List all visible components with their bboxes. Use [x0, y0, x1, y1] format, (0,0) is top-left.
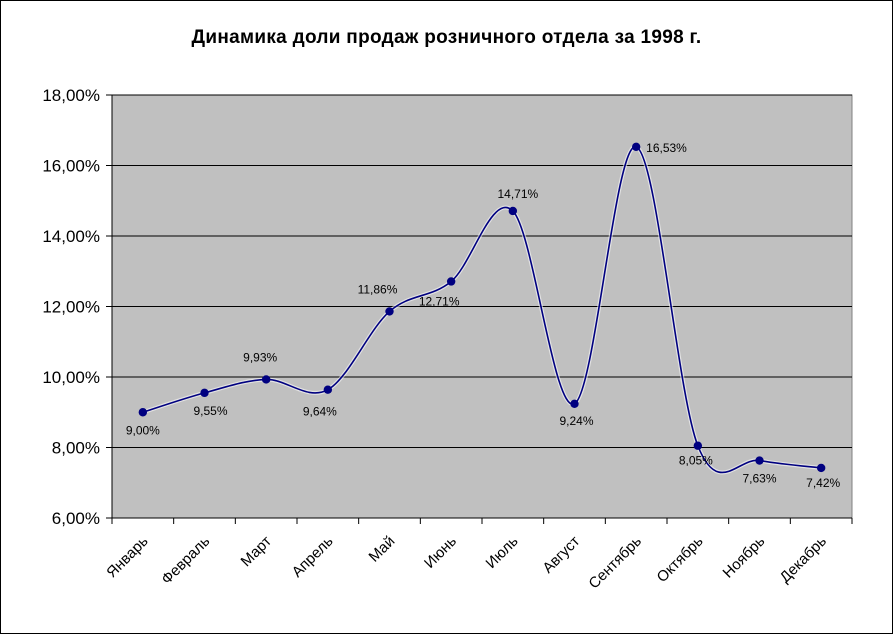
data-label: 9,24%	[559, 414, 593, 428]
y-tick-label: 8,00%	[52, 439, 100, 458]
x-tick-label: Сентябрь	[585, 533, 645, 593]
data-label: 9,93%	[243, 350, 277, 364]
data-labels-group: 9,00% 9,55% 9,93% 9,64% 11,86% 12,71% 14,71% 9,…	[126, 141, 841, 490]
y-tick-label: 14,00%	[42, 227, 100, 246]
data-point	[631, 142, 641, 152]
x-tick-label: Ноябрь	[720, 533, 769, 582]
y-tick-labels-group: 6,00% 8,00% 10,00% 12,00% 14,00% 16,00% 18,00%	[42, 86, 100, 528]
data-point	[816, 463, 826, 473]
data-point	[385, 307, 394, 316]
data-label: 14,71%	[497, 187, 538, 201]
data-point	[755, 456, 764, 465]
data-point	[570, 399, 579, 408]
y-tick-label: 10,00%	[42, 368, 100, 387]
y-tick-label: 18,00%	[42, 86, 100, 105]
x-tick-label: Август	[539, 533, 583, 577]
x-tick-label: Февраль	[158, 533, 213, 588]
data-label: 16,53%	[646, 141, 687, 155]
x-tick-labels-group: Январь Февраль Март Апрель Май Июнь Июль Август…	[103, 533, 830, 593]
axes-group	[106, 94, 853, 524]
y-tick-label: 6,00%	[52, 509, 100, 528]
x-tick-label: Апрель	[289, 533, 337, 581]
data-point	[508, 206, 518, 216]
data-label: 9,55%	[193, 404, 227, 418]
x-tick-label: Октябрь	[654, 533, 707, 586]
gridlines-group	[112, 94, 852, 448]
data-point	[200, 388, 209, 398]
data-label: 7,63%	[742, 472, 776, 486]
data-label: 11,86%	[358, 282, 398, 296]
x-tick-label: Июль	[483, 533, 522, 572]
y-tick-label: 12,00%	[42, 298, 100, 317]
data-point	[693, 441, 703, 450]
x-tick-label: Июнь	[421, 533, 460, 572]
data-label: 8,05%	[679, 454, 713, 468]
data-label: 7,42%	[806, 476, 840, 490]
data-label: 9,64%	[303, 405, 337, 419]
data-point	[446, 277, 456, 286]
x-tick-label: Март	[238, 533, 275, 570]
y-tick-label: 16,00%	[42, 157, 100, 176]
chart-title: Динамика доли продаж розничного отдела з…	[191, 27, 702, 48]
data-point	[138, 408, 148, 417]
x-tick-label: Декабрь	[777, 533, 831, 587]
data-label: 12,71%	[419, 294, 460, 308]
data-points-group	[138, 142, 826, 473]
data-point	[323, 385, 333, 394]
data-label: 9,00%	[126, 423, 160, 437]
x-tick-label: Январь	[103, 533, 152, 582]
x-tick-label: Май	[366, 533, 399, 566]
data-point	[261, 375, 271, 384]
